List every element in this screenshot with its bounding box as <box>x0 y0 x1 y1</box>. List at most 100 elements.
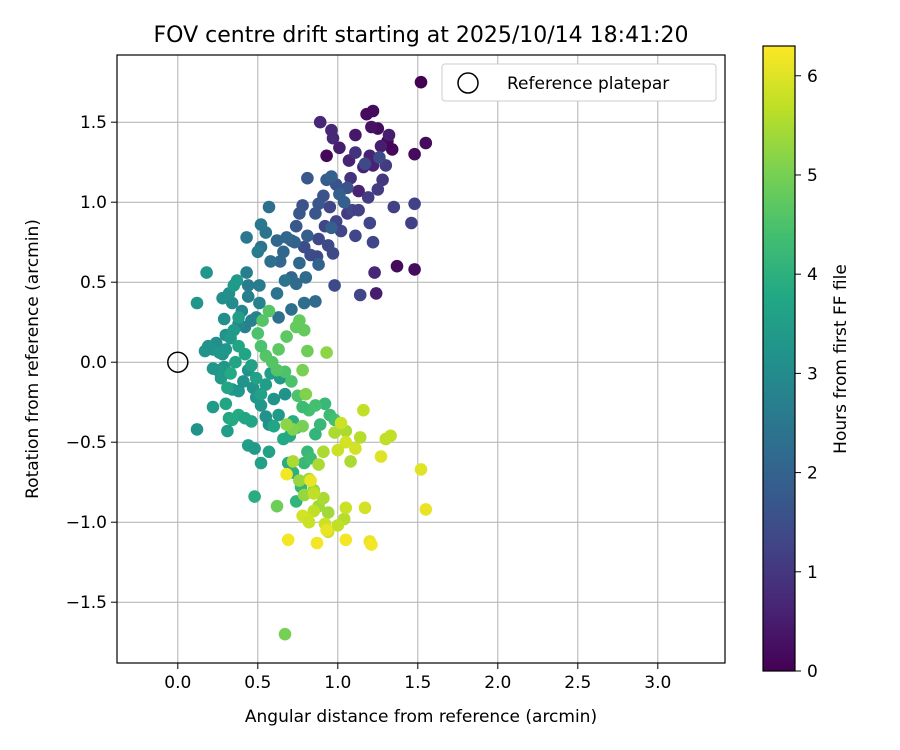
data-point <box>237 375 250 388</box>
data-point <box>293 256 306 270</box>
data-point <box>280 231 293 244</box>
data-point <box>267 419 281 433</box>
data-point <box>299 387 313 401</box>
data-point <box>296 400 309 414</box>
data-point <box>357 403 370 417</box>
colorbar-tick-label: 6 <box>807 67 818 87</box>
data-point <box>301 229 314 243</box>
data-point <box>297 296 311 310</box>
data-point <box>213 346 226 359</box>
data-point <box>254 387 268 401</box>
data-point <box>344 455 357 468</box>
data-point <box>217 312 231 326</box>
data-point <box>301 171 314 185</box>
data-point <box>387 200 401 214</box>
data-point <box>289 219 303 233</box>
plot-frame <box>116 54 726 664</box>
data-point <box>317 445 330 459</box>
data-point <box>293 314 306 327</box>
data-point <box>272 408 285 422</box>
data-point <box>214 371 228 385</box>
data-point <box>382 128 396 142</box>
data-point <box>253 279 266 292</box>
data-point <box>374 450 388 463</box>
data-point <box>254 399 268 412</box>
data-point <box>216 291 229 305</box>
data-point <box>219 397 233 411</box>
grid-lines <box>117 55 725 663</box>
data-point <box>320 523 333 537</box>
legend-open-circle-icon <box>457 72 479 94</box>
data-point <box>278 387 292 401</box>
data-point <box>254 339 268 353</box>
data-point <box>376 173 389 187</box>
data-point <box>334 416 348 430</box>
data-point <box>302 515 316 529</box>
data-point <box>241 279 255 292</box>
data-point <box>331 519 345 532</box>
data-point <box>328 279 341 292</box>
data-point <box>229 355 242 369</box>
data-point <box>318 397 332 411</box>
x-tick-label: 1.0 <box>324 673 351 693</box>
data-point <box>297 323 311 337</box>
data-point <box>259 378 273 391</box>
data-point <box>198 344 212 358</box>
data-point <box>224 331 237 345</box>
data-point <box>248 442 261 455</box>
data-point <box>349 146 362 159</box>
data-point <box>373 151 386 164</box>
data-point <box>264 255 277 268</box>
data-point <box>224 367 237 380</box>
data-point <box>352 184 365 198</box>
data-point <box>259 349 273 363</box>
x-tick-label: 2.5 <box>564 673 591 693</box>
data-point <box>405 216 418 230</box>
data-point <box>253 296 266 310</box>
data-point <box>270 234 284 247</box>
data-point <box>360 107 373 121</box>
x-tick-label: 0.5 <box>244 673 271 693</box>
data-point <box>384 429 397 443</box>
y-tick-label: 1.0 <box>80 193 107 213</box>
data-point <box>320 149 333 163</box>
y-tick-label: 1.5 <box>80 113 107 133</box>
data-point <box>190 296 204 310</box>
data-point <box>309 207 322 220</box>
data-points <box>190 75 433 641</box>
data-point <box>365 538 378 551</box>
data-point <box>349 229 362 243</box>
data-point <box>245 359 258 372</box>
data-point <box>285 375 298 388</box>
legend-label: Reference platepar <box>507 74 669 94</box>
data-point <box>278 274 292 287</box>
data-point <box>414 463 428 476</box>
x-tick-label: 2.0 <box>484 673 511 693</box>
data-point <box>349 128 362 142</box>
data-point <box>312 232 325 246</box>
x-tick-label: 3.0 <box>644 673 671 693</box>
data-point <box>270 499 284 513</box>
data-point <box>358 501 372 515</box>
data-point <box>331 443 345 457</box>
colorbar-gradient <box>762 45 796 672</box>
data-point <box>339 435 353 449</box>
data-point <box>408 197 421 211</box>
reference-platepar-marker <box>167 351 189 373</box>
data-point <box>190 423 204 436</box>
data-point <box>334 224 348 238</box>
colorbar-tick-label: 2 <box>807 464 818 484</box>
data-point <box>297 488 311 502</box>
y-ticks: −1.5 −1.0 −0.5 0.0 0.5 1.0 1.5 <box>66 113 117 613</box>
data-point <box>232 311 245 324</box>
data-point <box>352 203 365 217</box>
data-point <box>333 141 346 155</box>
data-point <box>366 235 380 249</box>
data-point <box>349 442 362 455</box>
data-point <box>240 231 253 244</box>
data-point <box>232 384 245 398</box>
data-point <box>225 296 239 310</box>
data-point <box>419 136 433 150</box>
data-point <box>296 363 309 377</box>
x-axis-label: Angular distance from reference (arcmin) <box>245 707 597 727</box>
